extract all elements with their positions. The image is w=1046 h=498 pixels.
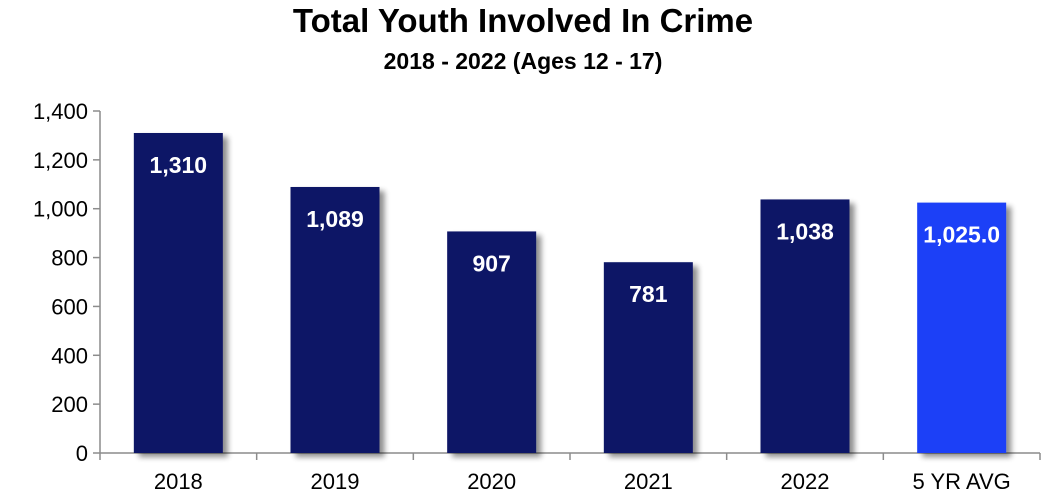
y-tick-label: 1,200 xyxy=(33,148,88,173)
y-tick-label: 1,400 xyxy=(33,99,88,124)
bar-5-yr-avg xyxy=(917,202,1007,453)
data-label: 1,310 xyxy=(150,152,208,178)
y-axis: 0 200 400 600 800 1,000 1,200 1,400 xyxy=(33,99,101,466)
y-tick-label: 0 xyxy=(76,441,88,466)
data-label: 1,025.0 xyxy=(923,222,1000,248)
chart-subtitle: 2018 - 2022 (Ages 12 - 17) xyxy=(383,48,663,74)
y-tick-label: 400 xyxy=(51,343,88,368)
x-tick-label: 2019 xyxy=(311,469,360,494)
x-tick-label: 2020 xyxy=(467,469,516,494)
data-label: 781 xyxy=(629,281,668,307)
x-tick-label: 2018 xyxy=(154,469,203,494)
bar-2020 xyxy=(447,231,537,453)
bars xyxy=(133,132,1007,454)
data-labels: 1,310 1,089 907 781 1,038 1,025.0 xyxy=(150,152,1000,307)
x-axis: 2018 2019 2020 2021 2022 5 YR AVG xyxy=(99,452,1041,494)
chart-title: Total Youth Involved In Crime xyxy=(292,2,754,39)
bar-2022 xyxy=(760,199,850,453)
bar-2018 xyxy=(133,132,223,453)
x-tick-label: 2021 xyxy=(624,469,673,494)
y-tick-label: 600 xyxy=(51,294,88,319)
x-tick-label: 5 YR AVG xyxy=(913,469,1011,494)
y-tick-label: 800 xyxy=(51,246,88,271)
y-tick-label: 200 xyxy=(51,392,88,417)
y-tick-label: 1,000 xyxy=(33,197,88,222)
data-label: 1,089 xyxy=(306,206,364,232)
x-tick-label: 2022 xyxy=(781,469,830,494)
bar-2021 xyxy=(603,262,693,453)
data-label: 1,038 xyxy=(776,218,834,244)
bar-2019 xyxy=(290,186,380,454)
data-label: 907 xyxy=(472,250,510,276)
